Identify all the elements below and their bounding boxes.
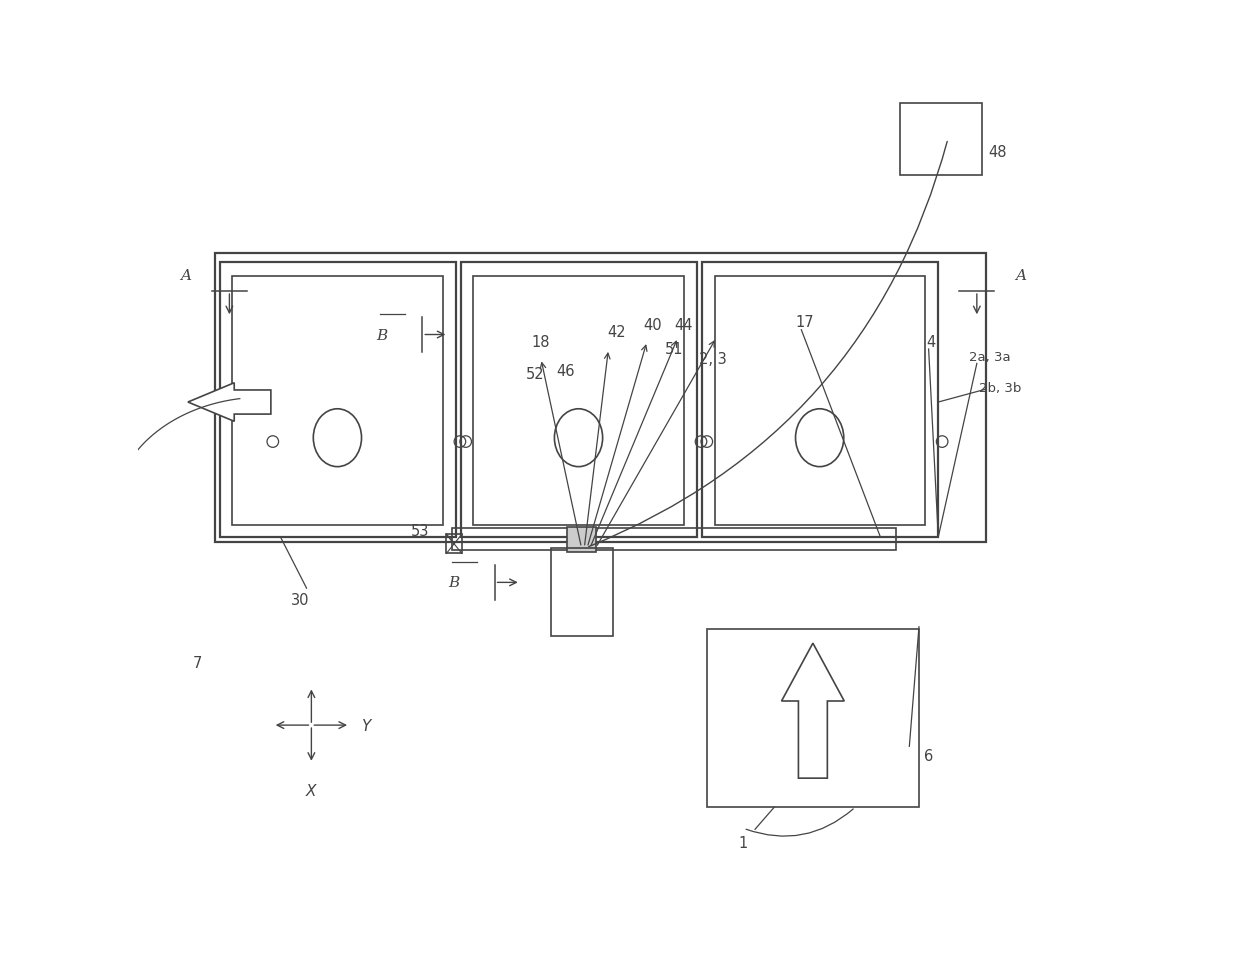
Text: 1: 1 <box>739 835 748 851</box>
Bar <box>474 276 683 525</box>
Text: 2b, 3b: 2b, 3b <box>978 382 1022 394</box>
Text: 44: 44 <box>675 318 693 333</box>
Text: 2a, 3a: 2a, 3a <box>970 351 1011 363</box>
Text: 6: 6 <box>924 749 934 764</box>
Text: 17: 17 <box>796 315 815 330</box>
Bar <box>551 548 614 637</box>
Bar <box>900 104 982 176</box>
Bar <box>232 276 443 525</box>
Text: 30: 30 <box>290 593 309 608</box>
Text: 40: 40 <box>644 318 662 333</box>
Bar <box>567 528 596 552</box>
Text: 2, 3: 2, 3 <box>699 352 727 366</box>
Bar <box>219 263 456 538</box>
Text: A: A <box>1014 269 1025 283</box>
Bar <box>446 535 461 554</box>
Text: B: B <box>376 328 388 342</box>
Polygon shape <box>781 643 844 778</box>
Text: 51: 51 <box>665 342 683 358</box>
Bar <box>714 276 925 525</box>
Bar <box>707 629 919 807</box>
Bar <box>461 263 697 538</box>
Text: 18: 18 <box>532 334 551 350</box>
Text: B: B <box>449 576 460 590</box>
Polygon shape <box>188 384 270 422</box>
Text: 7: 7 <box>193 655 202 671</box>
Text: X: X <box>306 783 316 798</box>
Text: 53: 53 <box>410 523 429 538</box>
Text: Y: Y <box>362 718 371 733</box>
Text: 42: 42 <box>606 325 625 340</box>
Bar <box>215 253 987 543</box>
Bar <box>702 263 939 538</box>
Text: 48: 48 <box>988 144 1007 160</box>
Bar <box>453 529 895 550</box>
Text: 46: 46 <box>557 363 575 378</box>
Text: A: A <box>181 269 191 283</box>
Text: 52: 52 <box>526 366 544 381</box>
Text: 4: 4 <box>926 334 935 350</box>
